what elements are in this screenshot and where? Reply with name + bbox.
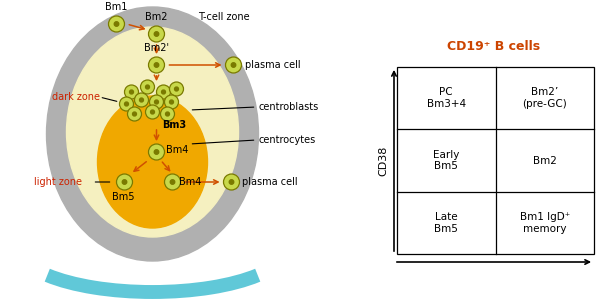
Circle shape xyxy=(148,144,164,160)
Circle shape xyxy=(160,107,175,121)
Text: PC
Bm3+4: PC Bm3+4 xyxy=(427,87,466,109)
Circle shape xyxy=(149,95,163,109)
Text: Bm4: Bm4 xyxy=(179,177,202,187)
Circle shape xyxy=(148,26,164,42)
Circle shape xyxy=(145,105,160,119)
Text: Early
Bm5: Early Bm5 xyxy=(433,150,460,171)
Circle shape xyxy=(175,87,178,91)
Circle shape xyxy=(151,110,154,114)
Circle shape xyxy=(223,174,239,190)
Text: centrocytes: centrocytes xyxy=(259,135,316,145)
Circle shape xyxy=(166,112,169,116)
Text: plasma cell: plasma cell xyxy=(242,177,298,187)
Circle shape xyxy=(157,85,170,99)
Text: Bm5: Bm5 xyxy=(112,192,135,202)
Circle shape xyxy=(127,107,142,121)
Circle shape xyxy=(109,16,124,32)
Ellipse shape xyxy=(47,7,259,261)
Circle shape xyxy=(125,102,128,106)
Circle shape xyxy=(124,85,139,99)
Text: Bm4: Bm4 xyxy=(166,145,189,155)
Text: Bm2: Bm2 xyxy=(533,156,557,165)
Circle shape xyxy=(164,95,179,109)
Circle shape xyxy=(116,174,133,190)
Text: CD19⁺ B cells: CD19⁺ B cells xyxy=(448,40,541,53)
Bar xyxy=(397,67,594,254)
Circle shape xyxy=(155,100,158,104)
Circle shape xyxy=(170,100,173,104)
Circle shape xyxy=(170,180,175,184)
Circle shape xyxy=(231,63,236,67)
Circle shape xyxy=(154,32,159,36)
Text: Bm2: Bm2 xyxy=(145,12,168,22)
Text: T-cell zone: T-cell zone xyxy=(199,12,250,22)
Text: light zone: light zone xyxy=(35,177,83,187)
Circle shape xyxy=(154,63,159,67)
Text: Bm2’
(pre-GC): Bm2’ (pre-GC) xyxy=(523,87,567,109)
Circle shape xyxy=(134,93,148,107)
Text: dark zone: dark zone xyxy=(52,92,100,102)
Circle shape xyxy=(133,112,136,116)
Circle shape xyxy=(154,150,159,154)
Ellipse shape xyxy=(97,96,208,228)
Text: Bm1: Bm1 xyxy=(106,2,128,12)
Ellipse shape xyxy=(67,27,238,237)
Text: centroblasts: centroblasts xyxy=(259,102,319,112)
Text: Bm1 IgD⁺
memory: Bm1 IgD⁺ memory xyxy=(520,212,570,234)
Circle shape xyxy=(119,97,133,111)
Circle shape xyxy=(130,90,133,94)
Circle shape xyxy=(161,90,166,94)
Text: Bm3: Bm3 xyxy=(163,120,187,130)
Text: CD38: CD38 xyxy=(378,145,388,176)
Circle shape xyxy=(114,22,119,26)
Circle shape xyxy=(148,57,164,73)
Circle shape xyxy=(140,80,154,94)
Circle shape xyxy=(164,174,181,190)
Circle shape xyxy=(140,98,143,102)
Circle shape xyxy=(226,57,241,73)
Circle shape xyxy=(146,85,149,89)
Circle shape xyxy=(169,82,184,96)
Circle shape xyxy=(229,180,234,184)
Circle shape xyxy=(122,180,127,184)
Text: Bm2': Bm2' xyxy=(144,43,169,53)
Text: plasma cell: plasma cell xyxy=(245,60,301,70)
Text: Late
Bm5: Late Bm5 xyxy=(434,212,458,234)
